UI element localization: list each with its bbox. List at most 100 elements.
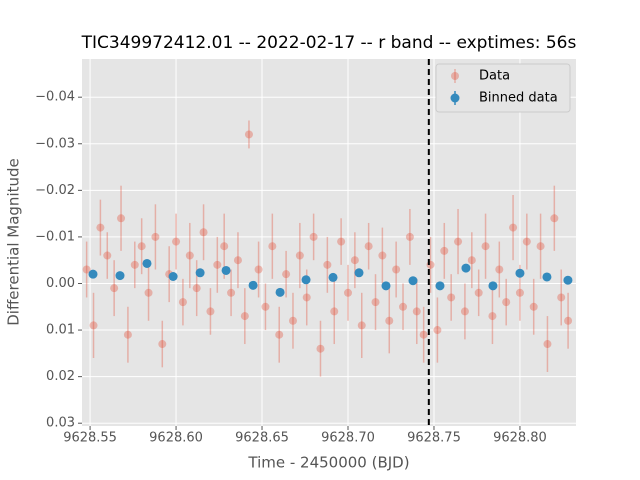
data-point: [103, 251, 112, 260]
x-axis-label: Time - 2450000 (BJD): [247, 454, 409, 472]
data-point: [254, 265, 263, 274]
legend: Data Binned data: [435, 63, 571, 113]
data-point: [447, 293, 456, 302]
data-point: [89, 321, 98, 330]
data-point: [543, 340, 552, 349]
data-point: [481, 242, 490, 251]
x-tick-label: 9628.55: [63, 431, 117, 446]
y-tick-label: −0.02: [35, 183, 75, 198]
data-point: [123, 330, 132, 339]
data-point: [564, 316, 573, 325]
y-tick-label: −0.01: [35, 229, 75, 244]
y-tick-label: −0.04: [35, 90, 75, 105]
data-point: [220, 242, 229, 251]
data-point: [240, 312, 249, 321]
data-point: [515, 268, 525, 278]
data-point: [295, 251, 304, 260]
data-point: [172, 237, 181, 246]
data-point: [426, 260, 435, 269]
data-point: [195, 268, 205, 278]
data-point: [405, 232, 414, 241]
data-point: [316, 344, 325, 353]
legend-swatch: [450, 93, 460, 103]
data-point: [474, 288, 483, 297]
data-point: [344, 288, 352, 297]
data-point: [275, 287, 285, 297]
data-point: [301, 275, 311, 285]
data-point: [82, 265, 91, 274]
data-point: [550, 214, 559, 223]
data-point: [330, 307, 339, 316]
data-point: [392, 265, 401, 274]
data-point: [185, 251, 194, 260]
data-point: [381, 281, 391, 291]
legend-label: Binned data: [479, 91, 558, 106]
data-point: [515, 288, 524, 297]
data-point: [168, 271, 178, 281]
data-point: [130, 260, 139, 269]
y-tick-label: 0.01: [46, 323, 75, 338]
data-point: [275, 330, 284, 339]
data-point: [233, 256, 242, 265]
data-point: [495, 265, 504, 274]
data-point: [461, 263, 471, 273]
data-point: [178, 298, 187, 307]
data-point: [536, 242, 545, 251]
y-tick-label: 0.00: [46, 276, 75, 291]
data-point: [244, 130, 253, 139]
data-point: [460, 307, 469, 316]
data-point: [282, 270, 291, 279]
data-point: [206, 307, 215, 316]
data-point: [385, 316, 394, 325]
data-point: [328, 272, 338, 282]
data-point: [88, 269, 98, 279]
data-point: [115, 271, 125, 281]
data-point: [371, 298, 380, 307]
data-point: [213, 260, 222, 269]
data-point: [433, 326, 442, 335]
data-point: [378, 251, 387, 260]
x-tick-label: 9628.80: [493, 431, 547, 446]
y-tick-label: −0.03: [35, 136, 75, 151]
data-point: [158, 340, 167, 349]
y-tick-label: 0.03: [46, 416, 75, 431]
y-tick-label: 0.02: [46, 369, 75, 384]
data-point: [117, 214, 126, 223]
legend-label: Data: [479, 69, 510, 84]
x-tick-label: 9628.70: [321, 431, 375, 446]
data-point: [350, 256, 359, 265]
chart-title: TIC349972412.01 -- 2022-02-17 -- r band …: [81, 33, 577, 53]
data-point: [337, 237, 346, 246]
data-point: [557, 293, 566, 302]
data-point: [529, 302, 538, 311]
data-point: [563, 275, 573, 285]
data-point: [467, 256, 476, 265]
data-point: [137, 242, 146, 251]
data-point: [454, 237, 463, 246]
data-point: [502, 298, 511, 307]
marks: [82, 59, 573, 426]
data-point: [522, 237, 531, 246]
data-point: [227, 288, 236, 297]
data-point: [151, 232, 160, 241]
data-point: [142, 258, 152, 268]
data-point: [440, 246, 449, 255]
data-point: [261, 302, 270, 311]
data-point: [221, 265, 231, 275]
data-point: [435, 281, 445, 291]
legend-box: [435, 63, 571, 113]
data-point: [419, 330, 428, 339]
x-tick-label: 9628.75: [407, 431, 461, 446]
data-point: [309, 232, 318, 241]
data-point: [192, 284, 201, 293]
x-tick-label: 9628.60: [149, 431, 203, 446]
data-point: [364, 242, 373, 251]
data-point: [323, 260, 332, 269]
data-point: [408, 276, 418, 286]
axes: 9628.55 9628.60 9628.65 9628.70 9628.75 9628.…: [35, 90, 547, 446]
data-point: [509, 223, 518, 232]
data-point: [412, 307, 421, 316]
data-point: [354, 268, 364, 278]
data-point: [199, 228, 208, 237]
